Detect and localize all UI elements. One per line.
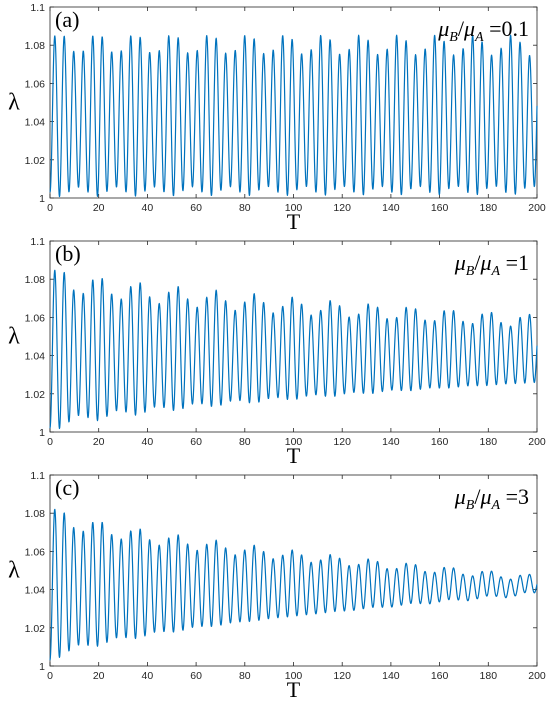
panel-a: 0 20 40 60 80 100 120 140 160 180 200 1 1.02 1.04 1.0… [8,2,546,234]
x-tick-label: 60 [190,670,202,682]
y-ticks: 1 1.02 1.04 1.06 1.08 1.1 [25,2,537,205]
ratio-annotation: μB/μA =3 [454,484,529,513]
x-tick-label: 160 [431,436,449,448]
series-line [49,269,538,430]
x-tick-label: 100 [285,670,303,682]
series-line [49,508,538,661]
x-axis-label: T [287,677,301,702]
y-tick-label: 1.08 [25,274,46,286]
x-tick-label: 20 [93,436,105,448]
ratio-value: 0.1 [502,16,530,41]
y-tick-label: 1.1 [30,2,45,14]
y-tick-label: 1.06 [25,312,46,324]
y-tick-label: 1.04 [25,117,46,129]
x-tick-label: 0 [47,670,53,682]
ratio-value: 1 [518,250,529,275]
y-tick-label: 1.02 [25,389,46,401]
x-tick-label: 40 [142,436,154,448]
x-tick-label: 120 [333,670,351,682]
series-line [49,34,538,198]
y-tick-label: 1.04 [25,351,46,363]
y-axis-label: λ [8,324,20,350]
y-axis-label: λ [8,90,20,116]
x-tick-label: 40 [142,670,154,682]
x-axis-label: T [287,209,301,234]
x-tick-label: 200 [528,670,546,682]
y-tick-label: 1.1 [30,236,45,248]
x-ticks: 0 20 40 60 80 100 120 140 160 180 200 [47,475,546,682]
x-ticks: 0 20 40 60 80 100 120 140 160 180 200 [47,7,546,214]
x-tick-label: 20 [93,202,105,214]
x-tick-label: 40 [142,202,154,214]
y-tick-label: 1.04 [25,585,46,597]
ratio-value: 3 [518,484,529,509]
x-tick-label: 80 [239,202,251,214]
y-tick-label: 1.02 [25,623,46,635]
y-tick-label: 1.06 [25,546,46,558]
x-tick-label: 100 [285,202,303,214]
x-tick-label: 120 [333,202,351,214]
x-tick-label: 140 [382,436,400,448]
panel-label: (b) [55,241,81,266]
x-tick-label: 180 [480,670,498,682]
x-tick-label: 160 [431,202,449,214]
x-tick-label: 200 [528,202,546,214]
y-tick-label: 1 [39,427,45,439]
x-tick-label: 60 [190,436,202,448]
x-tick-label: 80 [239,436,251,448]
x-tick-label: 180 [480,436,498,448]
y-tick-label: 1 [39,661,45,673]
panel-b: 0 20 40 60 80 100 120 140 160 180 200 1 1.02 1.04 1.0… [8,236,546,468]
x-tick-label: 20 [93,670,105,682]
x-tick-label: 100 [285,436,303,448]
x-tick-label: 140 [382,202,400,214]
ratio-annotation: μB/μA =1 [454,250,529,279]
x-axis-label: T [287,443,301,468]
y-tick-label: 1.06 [25,78,46,90]
ratio-annotation: μB/μA =0.1 [437,16,529,45]
panel-label: (c) [55,475,79,500]
y-ticks: 1 1.02 1.04 1.06 1.08 1.1 [25,236,537,439]
x-tick-label: 0 [47,436,53,448]
x-tick-label: 200 [528,436,546,448]
x-tick-label: 180 [480,202,498,214]
x-tick-label: 80 [239,670,251,682]
x-tick-label: 140 [382,670,400,682]
x-ticks: 0 20 40 60 80 100 120 140 160 180 200 [47,241,546,448]
x-tick-label: 60 [190,202,202,214]
y-tick-label: 1.02 [25,155,46,167]
y-tick-label: 1.08 [25,40,46,52]
panel-label: (a) [55,7,79,32]
y-ticks: 1 1.02 1.04 1.06 1.08 1.1 [25,470,537,673]
x-tick-label: 0 [47,202,53,214]
y-tick-label: 1.08 [25,508,46,520]
x-tick-label: 120 [333,436,351,448]
y-tick-label: 1 [39,193,45,205]
panel-c: 0 20 40 60 80 100 120 140 160 180 200 1 1.02 1.04 1.0… [8,470,546,702]
y-axis-label: λ [8,558,20,584]
x-tick-label: 160 [431,670,449,682]
y-tick-label: 1.1 [30,470,45,482]
